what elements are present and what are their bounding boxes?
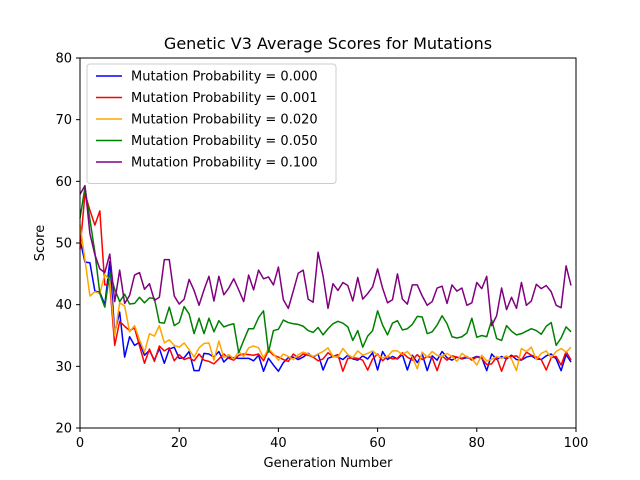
- tick-layer: 0 20 40 60 80 100 20 30 40 50 60 70 80: [55, 52, 588, 452]
- legend-label-0: Mutation Probability = 0.000: [131, 70, 318, 85]
- series-line-4: [79, 184, 572, 327]
- y-tick-label-5: 70: [55, 113, 72, 128]
- x-tick-label-2: 40: [270, 436, 287, 451]
- series-line-2: [79, 224, 572, 372]
- chart-title: Genetic V3 Average Scores for Mutations: [164, 34, 492, 53]
- y-tick-label-1: 30: [55, 360, 72, 375]
- y-tick-label-6: 80: [55, 52, 72, 67]
- y-tick-label-3: 50: [55, 237, 72, 252]
- series-line-3: [79, 186, 572, 354]
- x-tick-label-1: 20: [171, 436, 188, 451]
- x-tick-label-3: 60: [369, 436, 386, 451]
- legend-box: [86, 63, 337, 184]
- y-tick-label-4: 60: [55, 175, 72, 190]
- legend-label-2: Mutation Probability = 0.020: [131, 113, 318, 128]
- series-layer: [79, 184, 572, 373]
- legend-label-4: Mutation Probability = 0.100: [131, 156, 318, 171]
- series-line-1: [79, 192, 572, 373]
- series-line-0: [79, 239, 572, 373]
- x-axis-title: Generation Number: [264, 456, 394, 471]
- y-axis-title: Score: [33, 225, 48, 261]
- x-tick-label-0: 0: [76, 436, 84, 451]
- legend-label-1: Mutation Probability = 0.001: [131, 91, 318, 106]
- x-tick-label-5: 100: [564, 436, 589, 451]
- y-tick-label-2: 40: [55, 298, 72, 313]
- legend: Mutation Probability = 0.000 Mutation Pro…: [86, 63, 337, 184]
- y-tick-label-0: 20: [55, 422, 72, 437]
- legend-label-3: Mutation Probability = 0.050: [131, 134, 318, 149]
- x-tick-label-4: 80: [469, 436, 486, 451]
